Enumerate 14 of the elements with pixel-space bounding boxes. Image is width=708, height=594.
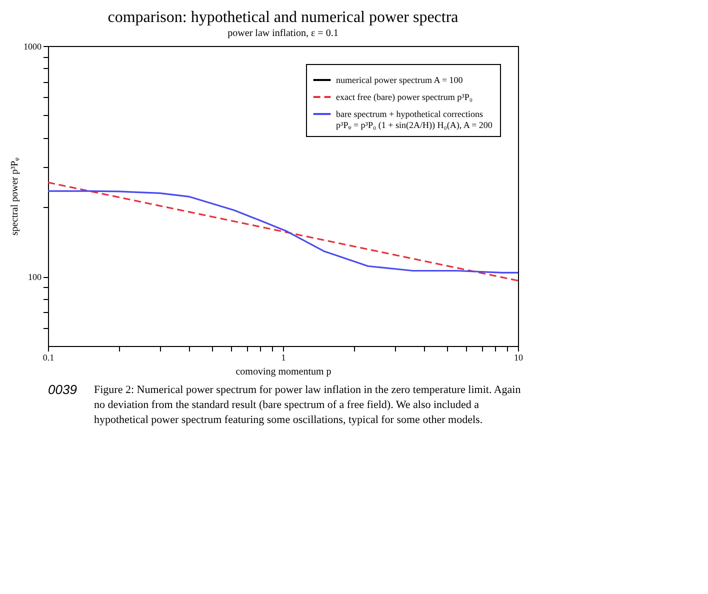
x-tick-label: 10 — [514, 352, 524, 362]
legend-label: bare spectrum + hypothetical corrections p³Pᵩ = p³P₀ (1 + sin(2A/H)) H₀(A), A = 200 — [336, 109, 493, 130]
legend-label: numerical power spectrum A = 100 — [336, 75, 464, 85]
y-tick-label: 1000 — [24, 42, 42, 52]
y-axis-title: spectral power p³Pᵩ — [10, 156, 20, 236]
chart-title: comparison: hypothetical and numerical power spectra — [108, 9, 458, 26]
text: 0039 — [48, 382, 77, 397]
caption: Figure 2: Numerical power spectrum for power law inflation in the zero temperature limit. Again no deviation from the standard result (bare spectrum of a free field). We also included a hypothetical power spectrum featuring some oscillations, typical for some other models. — [94, 384, 522, 426]
chart-subtitle: power law inflation, ε = 0.1 — [228, 28, 338, 39]
y-tick-label: 100 — [28, 272, 42, 282]
legend-label: exact free (bare) power spectrum p³P₀ — [336, 92, 473, 102]
x-tick-label: 0.1 — [42, 352, 54, 362]
x-axis-title: comoving momentum p — [236, 366, 332, 378]
x-tick-label: 1 — [281, 352, 286, 362]
